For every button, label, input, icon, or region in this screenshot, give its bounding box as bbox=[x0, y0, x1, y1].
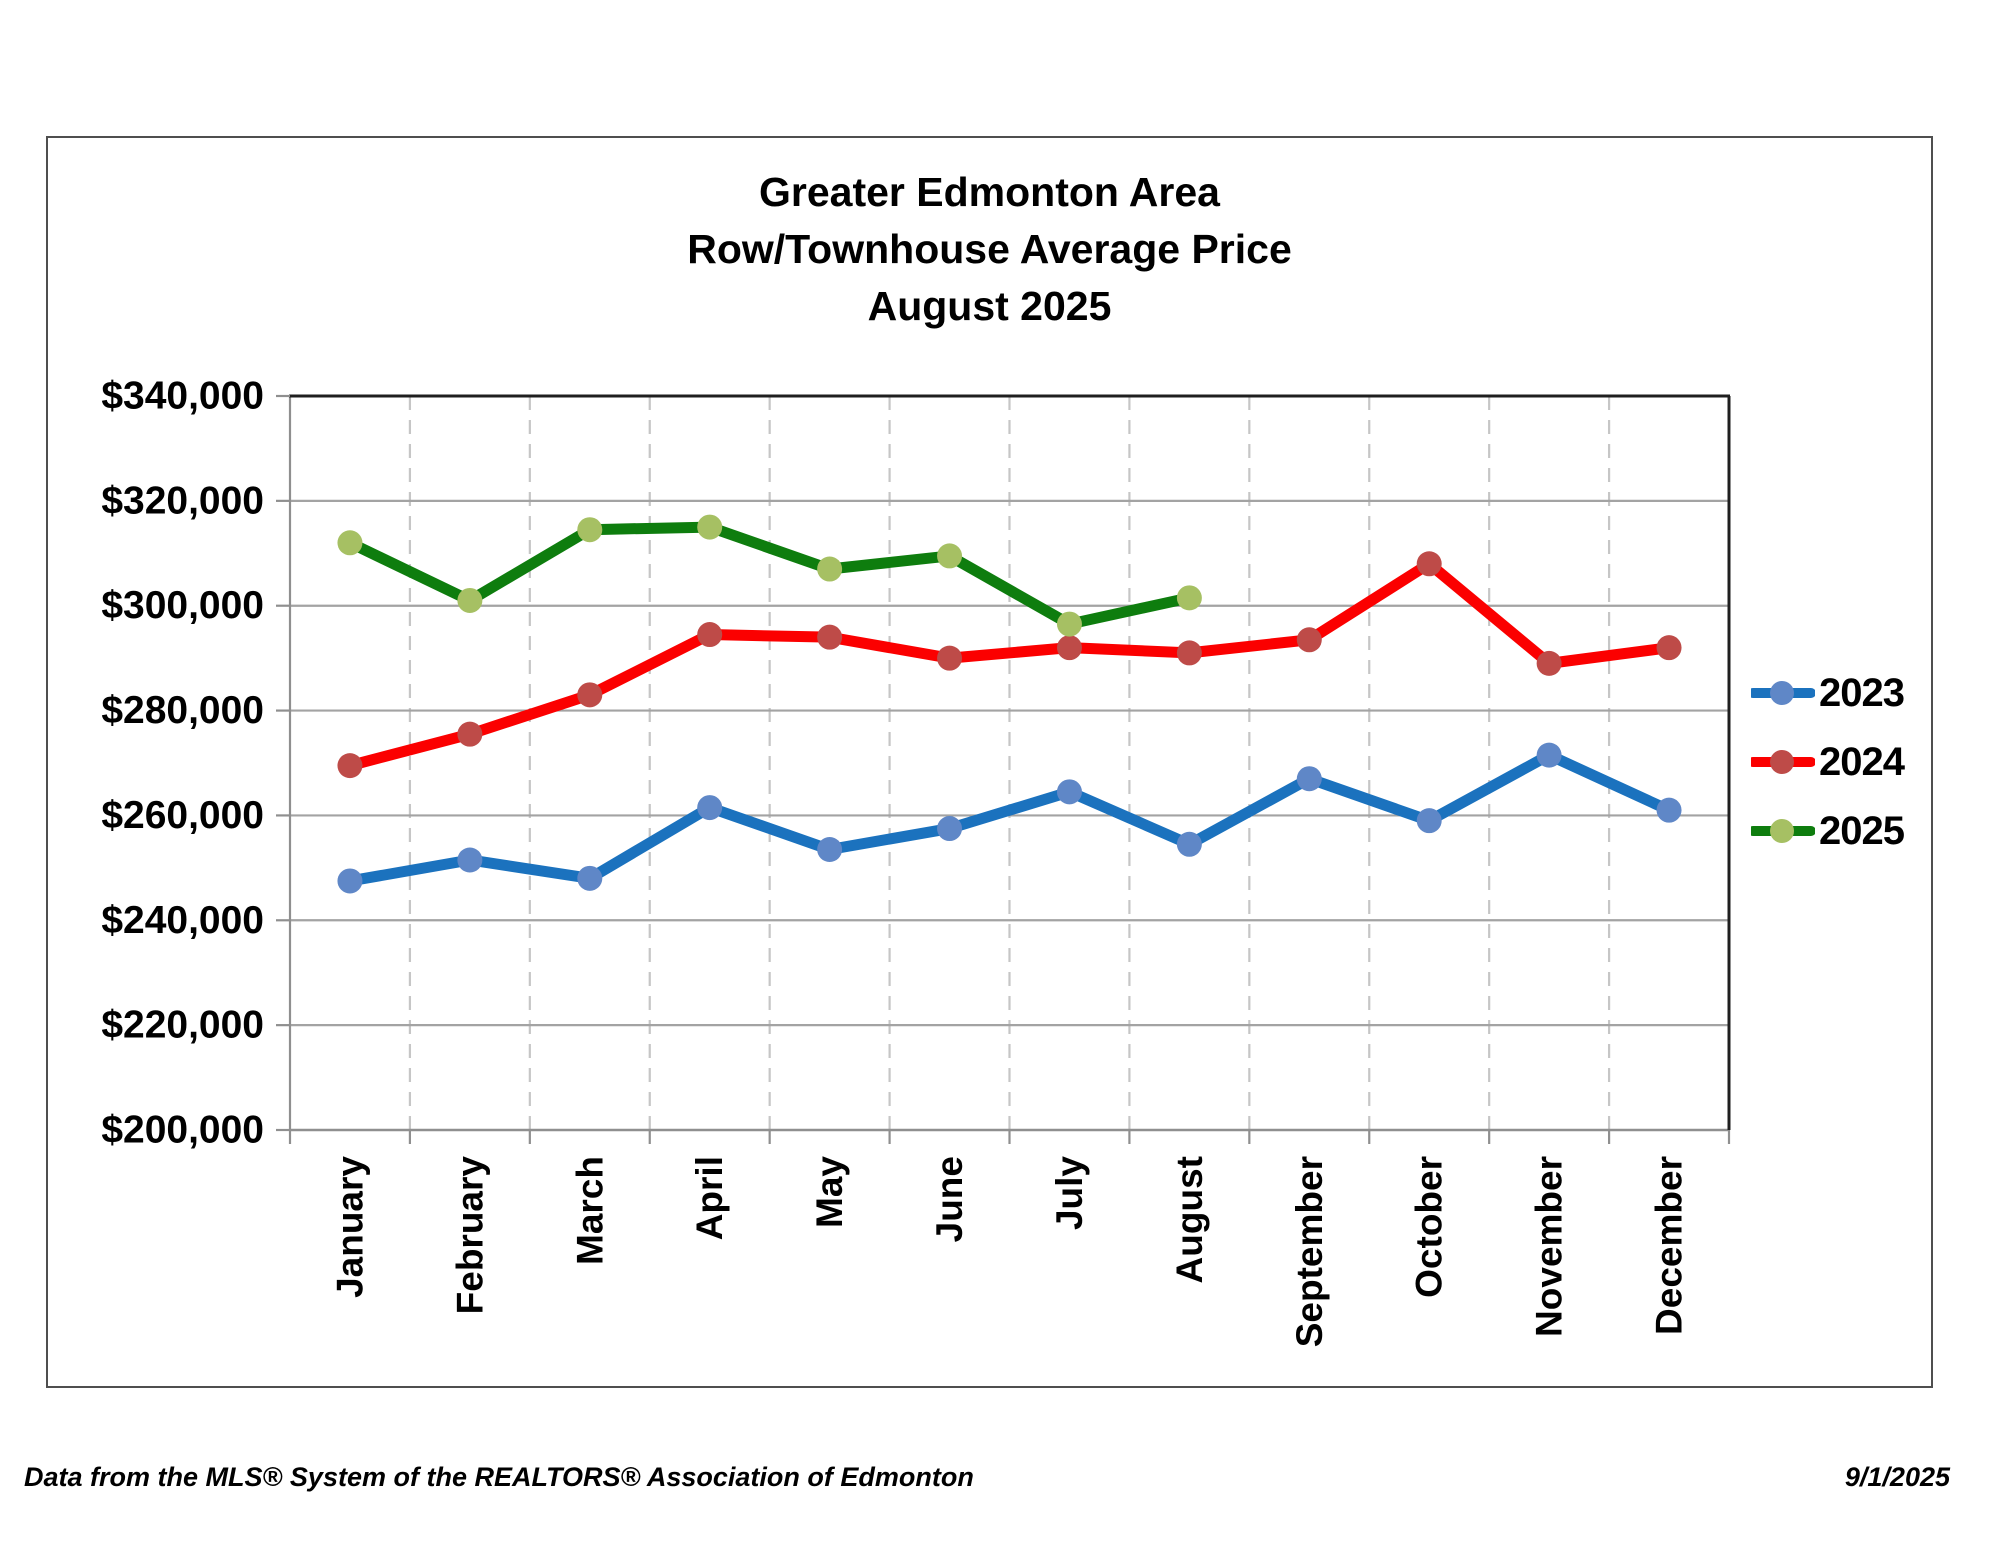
x-axis-label: April bbox=[689, 1156, 730, 1240]
data-point-2025 bbox=[817, 556, 843, 582]
data-point-2023 bbox=[1296, 766, 1322, 792]
legend-marker-2025 bbox=[1751, 819, 1815, 843]
x-axis-label: February bbox=[449, 1156, 490, 1315]
x-axis-label: May bbox=[809, 1156, 850, 1228]
x-axis-label: June bbox=[929, 1156, 970, 1242]
legend-item-2024: 2024 bbox=[1751, 739, 1905, 784]
chart-title-line-2: Row/Townhouse Average Price bbox=[687, 226, 1292, 272]
y-axis-label: $220,000 bbox=[101, 1004, 264, 1047]
footer-source-note: Data from the MLS® System of the REALTOR… bbox=[24, 1462, 974, 1492]
x-axis-label: September bbox=[1289, 1156, 1330, 1347]
x-axis-label: October bbox=[1409, 1156, 1450, 1298]
data-point-2024 bbox=[337, 753, 363, 779]
data-point-2024 bbox=[1416, 551, 1442, 577]
data-point-2023 bbox=[1176, 831, 1202, 857]
series-line-2025 bbox=[344, 521, 1195, 630]
data-point-2025 bbox=[337, 530, 363, 556]
data-point-2024 bbox=[937, 645, 963, 671]
plot-area: $340,000 $320,000 $300,000 $280,000 $260,000… bbox=[101, 375, 1731, 1347]
x-axis-label: January bbox=[329, 1156, 370, 1298]
data-point-2023 bbox=[337, 868, 363, 894]
data-point-2023 bbox=[937, 816, 963, 842]
legend-dot-2025 bbox=[1770, 819, 1794, 843]
legend-marker-2023 bbox=[1751, 681, 1815, 705]
x-axis-label: March bbox=[569, 1156, 610, 1265]
legend-dot-2023 bbox=[1770, 681, 1794, 705]
data-point-2024 bbox=[457, 721, 483, 747]
y-axis-label: $200,000 bbox=[101, 1109, 264, 1152]
chart-title: Greater Edmonton Area Row/Townhouse Aver… bbox=[48, 164, 1931, 335]
x-axis-label: November bbox=[1529, 1156, 1570, 1337]
data-point-2025 bbox=[697, 514, 723, 540]
legend-label-2023: 2023 bbox=[1819, 670, 1905, 715]
x-axis-label: August bbox=[1169, 1156, 1210, 1283]
chart-frame: Greater Edmonton Area Row/Townhouse Aver… bbox=[46, 136, 1933, 1388]
legend-marker-2024 bbox=[1751, 750, 1815, 774]
data-point-2023 bbox=[1656, 797, 1682, 823]
footer-date: 9/1/2025 bbox=[1844, 1462, 1950, 1492]
chart-legend: 2023 2024 2025 bbox=[1751, 670, 1905, 853]
data-point-2024 bbox=[697, 622, 723, 648]
series-line-2023 bbox=[344, 749, 1675, 887]
data-point-2025 bbox=[1056, 611, 1082, 637]
data-point-2024 bbox=[1656, 635, 1682, 661]
chart-title-line-3: August 2025 bbox=[867, 283, 1112, 329]
chart-title-line-1: Greater Edmonton Area bbox=[759, 169, 1220, 215]
data-point-2024 bbox=[1296, 627, 1322, 653]
data-point-2023 bbox=[1056, 779, 1082, 805]
y-axis-label: $340,000 bbox=[101, 375, 264, 418]
y-axis-label: $320,000 bbox=[101, 479, 264, 522]
data-point-2024 bbox=[1056, 635, 1082, 661]
legend-label-2025: 2025 bbox=[1819, 808, 1905, 853]
data-point-2023 bbox=[1416, 808, 1442, 834]
data-point-2025 bbox=[577, 517, 603, 543]
data-point-2025 bbox=[1176, 585, 1202, 611]
y-axis-label: $300,000 bbox=[101, 584, 264, 627]
data-point-2024 bbox=[1536, 650, 1562, 676]
y-axis-label: $240,000 bbox=[101, 899, 264, 942]
legend-label-2024: 2024 bbox=[1819, 739, 1905, 784]
data-point-2025 bbox=[937, 543, 963, 569]
data-point-2024 bbox=[1176, 640, 1202, 666]
data-point-2023 bbox=[697, 795, 723, 821]
data-point-2023 bbox=[817, 837, 843, 863]
data-point-2023 bbox=[457, 847, 483, 873]
data-point-2024 bbox=[577, 682, 603, 708]
legend-item-2023: 2023 bbox=[1751, 670, 1905, 715]
x-axis-label: December bbox=[1649, 1156, 1690, 1335]
y-axis-label: $280,000 bbox=[101, 689, 264, 732]
series-line-2024 bbox=[344, 558, 1675, 772]
data-point-2023 bbox=[577, 865, 603, 891]
y-axis-label: $260,000 bbox=[101, 794, 264, 837]
legend-item-2025: 2025 bbox=[1751, 808, 1905, 853]
data-point-2025 bbox=[457, 587, 483, 613]
x-axis-label: July bbox=[1049, 1156, 1090, 1230]
data-point-2024 bbox=[817, 624, 843, 650]
data-point-2023 bbox=[1536, 742, 1562, 768]
legend-dot-2024 bbox=[1770, 750, 1794, 774]
